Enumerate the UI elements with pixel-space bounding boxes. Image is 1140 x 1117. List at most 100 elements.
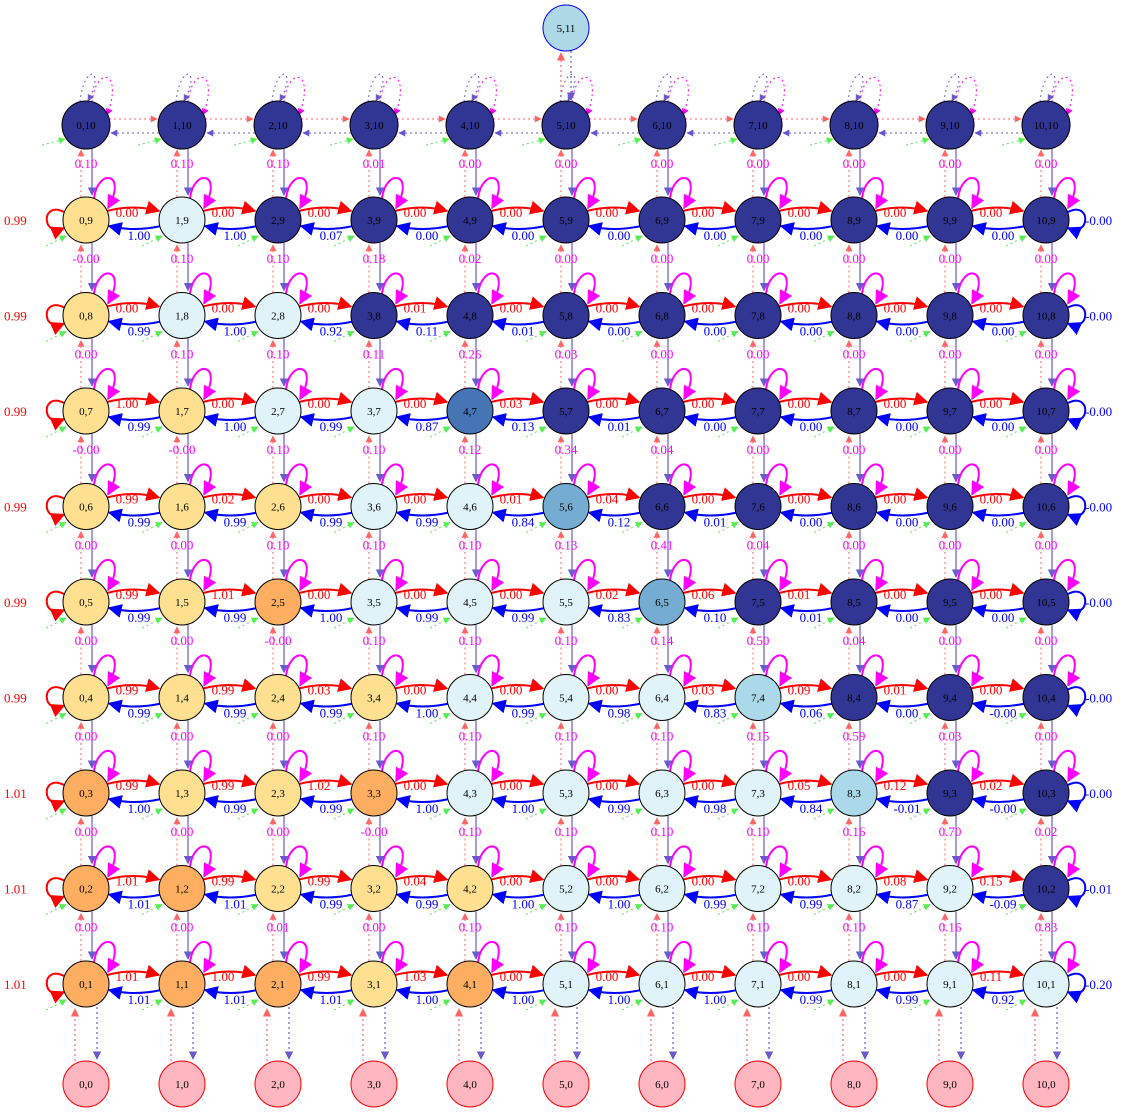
node-7-2[interactable]: 7,2 [734, 865, 782, 912]
node-0-3[interactable]: 0,3 [62, 769, 110, 817]
node-8-2[interactable]: 8,2 [830, 865, 878, 912]
node-5-6[interactable]: 5,6 [542, 483, 590, 530]
node-10-3[interactable]: 10,3 [1022, 769, 1070, 817]
node-1-1[interactable]: 1,1 [158, 960, 206, 1008]
node-5-11[interactable]: 5,11 [542, 4, 590, 52]
node-9-0[interactable]: 9,0 [926, 1060, 974, 1108]
node-3-8[interactable]: 3,8 [350, 292, 398, 339]
node-0-10[interactable]: 0,10 [61, 100, 111, 150]
node-7-10[interactable]: 7,10 [733, 100, 783, 150]
node-3-1[interactable]: 3,1 [350, 960, 398, 1008]
node-3-3[interactable]: 3,3 [350, 769, 398, 817]
node-2-2[interactable]: 2,2 [254, 865, 302, 912]
node-2-10[interactable]: 2,10 [253, 100, 303, 150]
node-6-4[interactable]: 6,4 [638, 674, 686, 721]
node-10-8[interactable]: 10,8 [1022, 292, 1070, 339]
node-5-8[interactable]: 5,8 [542, 292, 590, 339]
node-10-10[interactable]: 10,10 [1021, 100, 1071, 150]
node-4-1[interactable]: 4,1 [446, 960, 494, 1008]
node-0-5[interactable]: 0,5 [62, 578, 110, 626]
node-6-8[interactable]: 6,8 [638, 292, 686, 339]
node-3-9[interactable]: 3,9 [350, 196, 398, 244]
node-4-6[interactable]: 4,6 [446, 483, 494, 530]
node-2-9[interactable]: 2,9 [254, 196, 302, 244]
node-3-2[interactable]: 3,2 [350, 865, 398, 912]
node-0-7[interactable]: 0,7 [62, 387, 110, 435]
node-0-2[interactable]: 0,2 [62, 865, 110, 912]
node-6-0[interactable]: 6,0 [638, 1060, 686, 1108]
node-5-3[interactable]: 5,3 [542, 769, 590, 817]
node-2-7[interactable]: 2,7 [254, 387, 302, 435]
node-4-10[interactable]: 4,10 [445, 100, 495, 150]
node-0-4[interactable]: 0,4 [62, 674, 110, 721]
node-7-0[interactable]: 7,0 [734, 1060, 782, 1108]
node-10-1[interactable]: 10,1 [1022, 960, 1070, 1008]
node-2-6[interactable]: 2,6 [254, 483, 302, 530]
node-4-7[interactable]: 4,7 [446, 387, 494, 435]
node-8-7[interactable]: 8,7 [830, 387, 878, 435]
node-5-0[interactable]: 5,0 [542, 1060, 590, 1108]
node-1-9[interactable]: 1,9 [158, 196, 206, 244]
node-4-9[interactable]: 4,9 [446, 196, 494, 244]
node-6-2[interactable]: 6,2 [638, 865, 686, 912]
node-2-8[interactable]: 2,8 [254, 292, 302, 339]
node-5-10[interactable]: 5,10 [541, 100, 591, 150]
node-7-4[interactable]: 7,4 [734, 674, 782, 721]
node-1-4[interactable]: 1,4 [158, 674, 206, 721]
node-4-3[interactable]: 4,3 [446, 769, 494, 817]
node-0-8[interactable]: 0,8 [62, 292, 110, 339]
node-5-7[interactable]: 5,7 [542, 387, 590, 435]
node-5-5[interactable]: 5,5 [542, 578, 590, 626]
node-9-10[interactable]: 9,10 [925, 100, 975, 150]
node-3-10[interactable]: 3,10 [349, 100, 399, 150]
node-8-4[interactable]: 8,4 [830, 674, 878, 721]
node-5-4[interactable]: 5,4 [542, 674, 590, 721]
node-3-4[interactable]: 3,4 [350, 674, 398, 721]
node-8-5[interactable]: 8,5 [830, 578, 878, 626]
node-6-1[interactable]: 6,1 [638, 960, 686, 1008]
node-9-9[interactable]: 9,9 [926, 196, 974, 244]
node-4-5[interactable]: 4,5 [446, 578, 494, 626]
node-4-2[interactable]: 4,2 [446, 865, 494, 912]
node-7-8[interactable]: 7,8 [734, 292, 782, 339]
node-9-6[interactable]: 9,6 [926, 483, 974, 530]
node-10-9[interactable]: 10,9 [1022, 196, 1070, 244]
node-1-2[interactable]: 1,2 [158, 865, 206, 912]
node-8-3[interactable]: 8,3 [830, 769, 878, 817]
node-6-7[interactable]: 6,7 [638, 387, 686, 435]
node-10-5[interactable]: 10,5 [1022, 578, 1070, 626]
node-10-0[interactable]: 10,0 [1022, 1060, 1070, 1108]
node-9-1[interactable]: 9,1 [926, 960, 974, 1008]
node-10-6[interactable]: 10,6 [1022, 483, 1070, 530]
node-9-4[interactable]: 9,4 [926, 674, 974, 721]
node-1-5[interactable]: 1,5 [158, 578, 206, 626]
node-7-3[interactable]: 7,3 [734, 769, 782, 817]
node-1-3[interactable]: 1,3 [158, 769, 206, 817]
node-6-9[interactable]: 6,9 [638, 196, 686, 244]
node-9-5[interactable]: 9,5 [926, 578, 974, 626]
node-0-1[interactable]: 0,1 [62, 960, 110, 1008]
node-4-8[interactable]: 4,8 [446, 292, 494, 339]
node-10-4[interactable]: 10,4 [1022, 674, 1070, 721]
node-5-2[interactable]: 5,2 [542, 865, 590, 912]
node-8-10[interactable]: 8,10 [829, 100, 879, 150]
node-8-0[interactable]: 8,0 [830, 1060, 878, 1108]
node-5-1[interactable]: 5,1 [542, 960, 590, 1008]
node-10-7[interactable]: 10,7 [1022, 387, 1070, 435]
node-3-5[interactable]: 3,5 [350, 578, 398, 626]
node-9-8[interactable]: 9,8 [926, 292, 974, 339]
node-6-3[interactable]: 6,3 [638, 769, 686, 817]
node-8-8[interactable]: 8,8 [830, 292, 878, 339]
node-7-6[interactable]: 7,6 [734, 483, 782, 530]
node-4-0[interactable]: 4,0 [446, 1060, 494, 1108]
node-3-0[interactable]: 3,0 [350, 1060, 398, 1108]
node-2-3[interactable]: 2,3 [254, 769, 302, 817]
node-4-4[interactable]: 4,4 [446, 674, 494, 721]
node-9-7[interactable]: 9,7 [926, 387, 974, 435]
node-9-3[interactable]: 9,3 [926, 769, 974, 817]
node-6-5[interactable]: 6,5 [638, 578, 686, 626]
node-7-9[interactable]: 7,9 [734, 196, 782, 244]
node-9-2[interactable]: 9,2 [926, 865, 974, 912]
node-1-7[interactable]: 1,7 [158, 387, 206, 435]
node-10-2[interactable]: 10,2 [1022, 865, 1070, 912]
